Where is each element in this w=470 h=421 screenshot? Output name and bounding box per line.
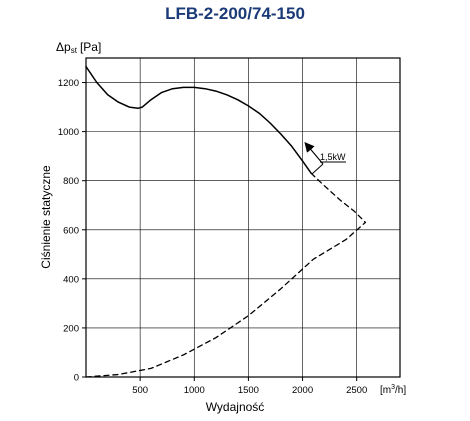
y-subscript: st [71,46,78,55]
x-tick-label: 2000 [292,385,313,396]
x-tick-label: 500 [132,385,148,396]
x-unit-suffix: /h] [395,385,406,396]
chart-title: LFB-2-200/74-150 [165,4,305,23]
series-line-1 [85,65,312,175]
x-unit-sup: 3 [391,384,395,391]
x-axis: 500 1000 1500 2000 2500 [132,377,367,396]
y-tick-label: 400 [63,274,79,285]
annotation-arrow [304,141,324,165]
y-symbol: Δp [56,40,71,54]
x-unit-label: [m3/h] [380,384,406,396]
y-tick-label: 800 [63,176,79,187]
series-group [85,65,367,378]
annotation-tick [311,163,324,175]
plot-frame [85,57,401,378]
series-line-2 [310,172,367,224]
y-tick-label: 200 [63,323,79,334]
y-axis-title: Ciśnienie statyczne [39,165,53,269]
x-tick-label: 1500 [238,385,259,396]
y-tick-label: 1000 [58,127,79,138]
x-tick-label: 2500 [346,385,367,396]
annotation: 1,5kW [304,141,346,175]
y-tick-label: 1200 [58,78,79,89]
grid [86,58,400,377]
y-unit-label: Δpst [Pa] [56,40,101,55]
x-unit-prefix: [m [380,385,391,396]
y-tick-label: 0 [74,373,79,384]
x-axis-title: Wydajność [206,400,265,414]
y-tick-label: 600 [63,225,79,236]
y-unit: [Pa] [80,40,101,54]
x-tick-label: 1000 [184,385,205,396]
series-line-3 [85,221,367,378]
annotation-label: 1,5kW [320,152,346,162]
y-axis: 0 200 400 600 800 1000 1200 [58,78,86,384]
